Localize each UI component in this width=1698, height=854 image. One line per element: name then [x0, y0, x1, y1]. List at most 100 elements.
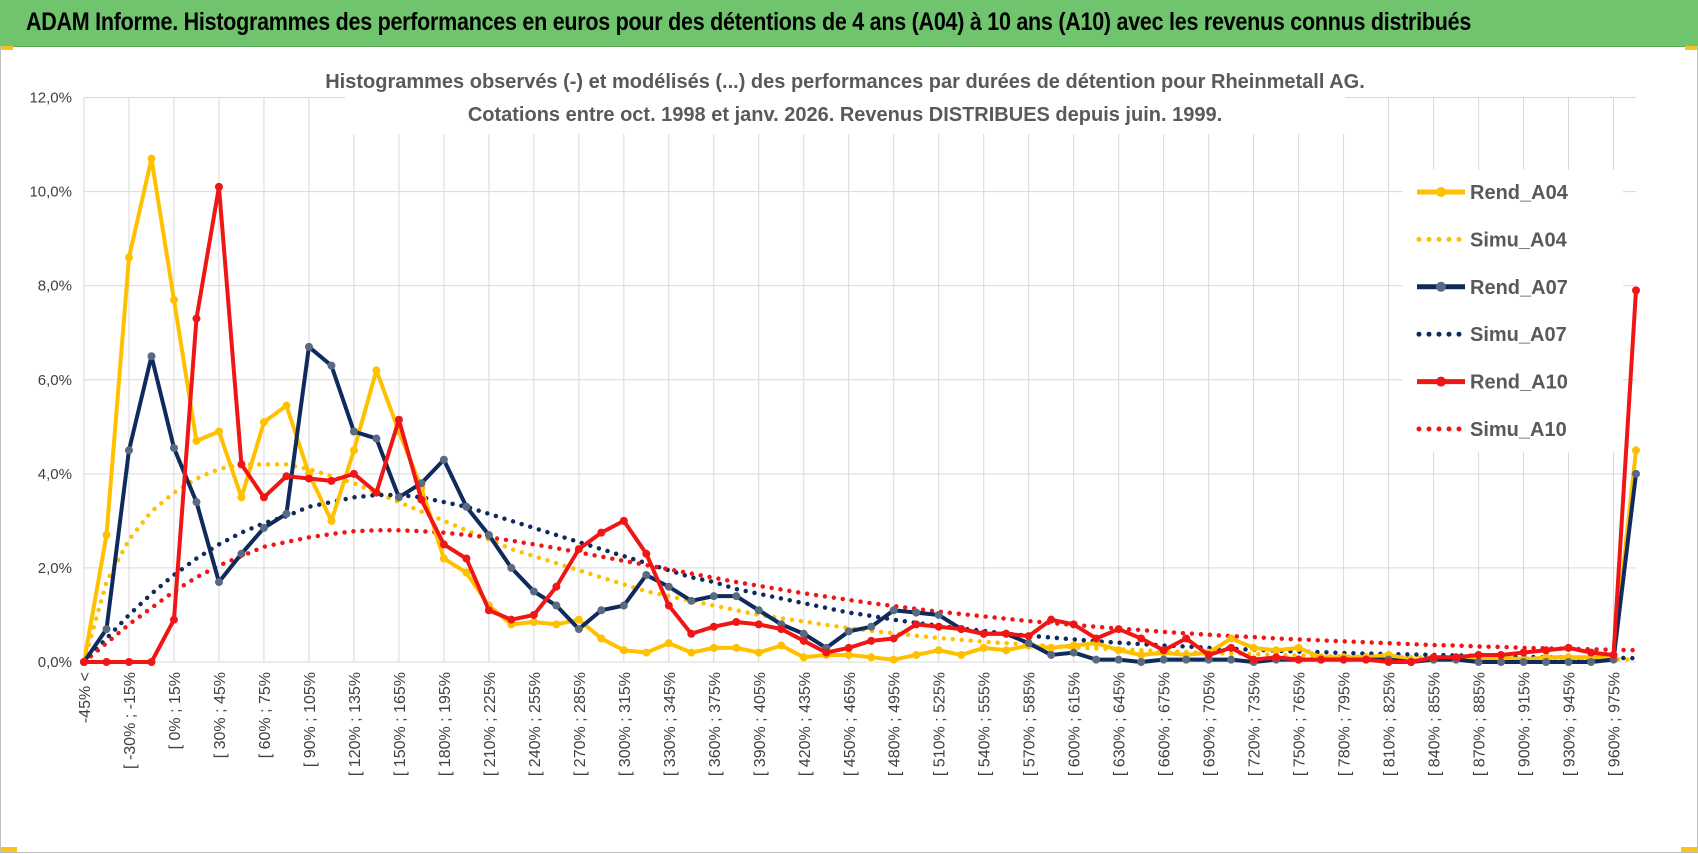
x-tick-label: [ 420% ; 435%	[797, 672, 814, 776]
data-point	[529, 587, 538, 596]
data-point	[957, 625, 966, 634]
x-tick-label: [ 210% ; 225%	[482, 672, 499, 776]
x-tick-label: [ 960% ; 975%	[1607, 672, 1624, 776]
x-tick-label: -45% <	[77, 672, 94, 723]
data-point	[687, 648, 696, 657]
legend-marker	[1436, 376, 1446, 387]
data-point	[349, 446, 358, 455]
data-point	[1092, 655, 1101, 664]
x-tick-label: [ 390% ; 405%	[752, 672, 769, 776]
data-point	[1362, 655, 1371, 664]
data-point	[259, 493, 268, 502]
data-point	[1092, 634, 1101, 643]
data-point	[1069, 641, 1078, 650]
data-point	[844, 650, 853, 659]
data-point	[799, 629, 808, 638]
series-rend-a10	[80, 182, 1640, 666]
data-point	[934, 622, 943, 631]
x-tick-label: [ 0% ; 15%	[167, 672, 184, 749]
data-point	[484, 606, 493, 615]
y-tick-label: 8,0%	[38, 278, 72, 295]
x-tick-label: [ 930% ; 945%	[1562, 672, 1579, 776]
data-point	[867, 636, 876, 645]
data-point	[237, 493, 246, 502]
x-tick-label: [ 150% ; 165%	[392, 672, 409, 776]
data-point	[889, 655, 898, 664]
legend-label: Simu_A10	[1470, 419, 1567, 441]
x-tick-label: [ 270% ; 285%	[572, 672, 589, 776]
data-point	[1497, 650, 1506, 659]
data-point	[1114, 646, 1123, 655]
data-point	[507, 615, 516, 624]
data-point	[552, 620, 561, 629]
data-point	[1227, 643, 1236, 652]
data-point	[147, 154, 156, 163]
data-point	[619, 601, 628, 610]
data-point	[124, 446, 133, 455]
data-point	[1587, 658, 1596, 666]
series-line	[84, 184, 1638, 664]
data-point	[102, 658, 111, 666]
data-point	[732, 643, 741, 652]
data-point	[327, 476, 336, 485]
data-point	[1587, 648, 1596, 657]
data-point	[1069, 620, 1078, 629]
data-point	[1339, 655, 1348, 664]
x-tick-label: [ 30% ; 45%	[212, 672, 229, 758]
data-point	[1497, 658, 1506, 666]
data-point	[1632, 469, 1640, 478]
data-point	[1294, 643, 1303, 652]
legend-label: Rend_A04	[1470, 182, 1569, 204]
x-tick-label: [ 630% ; 645%	[1112, 672, 1129, 776]
data-point	[282, 472, 291, 481]
data-point	[687, 596, 696, 605]
x-tick-label: [ 780% ; 795%	[1337, 672, 1354, 776]
y-tick-label: 2,0%	[38, 560, 72, 577]
x-tick-label: [ 840% ; 855%	[1427, 672, 1444, 776]
data-point	[642, 549, 651, 558]
legend-item-rend-a07: Rend_A07	[1417, 277, 1568, 299]
x-tick-label: [ 540% ; 555%	[977, 672, 994, 776]
legend-label: Rend_A07	[1470, 277, 1568, 299]
y-axis-tick-labels: 0,0% 2,0% 4,0% 6,0% 8,0% 10,0% 12,0%	[29, 90, 72, 672]
data-point	[642, 648, 651, 657]
data-point	[1024, 639, 1033, 648]
data-point	[462, 502, 471, 511]
data-point	[394, 493, 403, 502]
corner-accent-top-left	[1, 46, 13, 50]
data-point	[147, 658, 156, 666]
legend-background	[1403, 170, 1623, 452]
data-point	[259, 523, 268, 532]
data-point	[687, 629, 696, 638]
data-point	[1002, 629, 1011, 638]
x-tick-label: [ 750% ; 765%	[1292, 672, 1309, 776]
x-tick-label: [ 300% ; 315%	[617, 672, 634, 776]
data-point	[214, 182, 223, 191]
data-point	[1047, 643, 1056, 652]
legend-label: Simu_A04	[1470, 229, 1568, 251]
data-point	[214, 578, 223, 587]
data-point	[709, 622, 718, 631]
data-point	[417, 495, 426, 504]
data-point	[1564, 643, 1573, 652]
data-point	[80, 658, 88, 666]
data-point	[529, 610, 538, 619]
data-point	[912, 650, 921, 659]
data-point	[1249, 655, 1258, 664]
data-point	[1159, 655, 1168, 664]
data-point	[574, 615, 583, 624]
legend-label: Simu_A07	[1470, 324, 1567, 346]
legend-item-rend-a04: Rend_A04	[1417, 182, 1569, 204]
data-point	[1024, 632, 1033, 641]
data-point	[462, 568, 471, 577]
data-point	[372, 366, 381, 375]
x-tick-label: [ 720% ; 735%	[1247, 672, 1264, 776]
data-point	[394, 415, 403, 424]
data-point	[957, 650, 966, 659]
y-tick-label: 12,0%	[29, 90, 72, 107]
data-point	[732, 592, 741, 601]
data-point	[844, 643, 853, 652]
x-tick-label: [ 90% ; 105%	[302, 672, 319, 767]
data-point	[439, 540, 448, 549]
